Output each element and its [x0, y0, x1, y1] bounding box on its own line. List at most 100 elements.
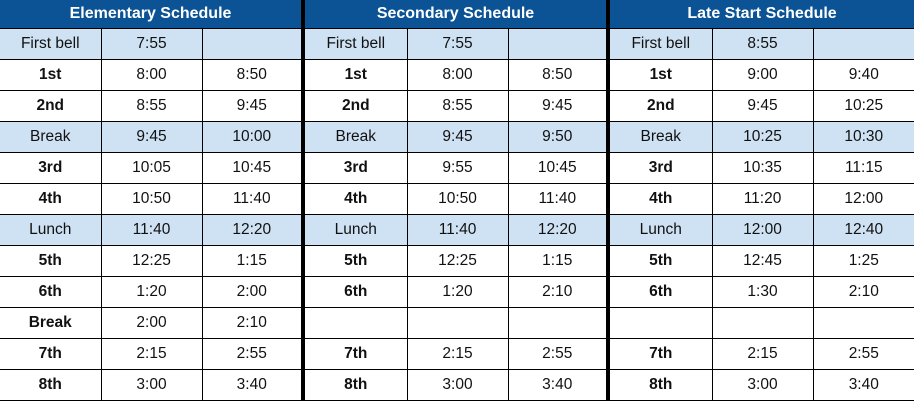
elementary-period-label: Break — [0, 307, 102, 339]
elementary-period-label: 2nd — [0, 90, 102, 122]
late-start-period-label: 3rd — [606, 152, 713, 184]
secondary-end-time: 2:10 — [507, 276, 609, 308]
secondary-period-label: 6th — [301, 276, 408, 308]
schedule-row: Break 2:00 2:10 — [0, 307, 914, 339]
elementary-end-time: 11:40 — [201, 183, 304, 215]
late-start-end-time: 2:55 — [812, 338, 914, 370]
secondary-end-time: 8:50 — [507, 59, 609, 91]
late-start-end-time: 1:25 — [812, 245, 914, 277]
elementary-start-time: 2:15 — [100, 338, 203, 370]
secondary-period-label: First bell — [301, 28, 408, 60]
schedule-row: Break 9:45 10:00 Break 9:45 9:50 Break 10:25 10:… — [0, 121, 914, 153]
elementary-start-time: 1:20 — [100, 276, 203, 308]
elementary-end-time: 1:15 — [201, 245, 304, 277]
late-start-period-label: 1st — [606, 59, 713, 91]
elementary-end-time: 2:10 — [201, 307, 304, 339]
elementary-end-time: 12:20 — [201, 214, 304, 246]
late-start-end-time — [812, 28, 914, 60]
schedule-row: 3rd 10:05 10:45 3rd 9:55 10:45 3rd 10:35 11:15 — [0, 152, 914, 184]
late-start-period-label: 7th — [606, 338, 713, 370]
secondary-start-time: 7:55 — [406, 28, 509, 60]
secondary-start-time: 1:20 — [406, 276, 509, 308]
secondary-period-label: Break — [301, 121, 408, 153]
secondary-end-time: 9:50 — [507, 121, 609, 153]
late-start-period-label: Break — [606, 121, 713, 153]
late-start-end-time: 2:10 — [812, 276, 914, 308]
secondary-period-label: 1st — [301, 59, 408, 91]
elementary-start-time: 2:00 — [100, 307, 203, 339]
secondary-end-time — [507, 307, 609, 339]
elementary-period-label: 3rd — [0, 152, 102, 184]
secondary-period-label: 3rd — [301, 152, 408, 184]
secondary-start-time: 12:25 — [406, 245, 509, 277]
late-start-start-time: 12:00 — [711, 214, 814, 246]
late-start-period-label: 4th — [606, 183, 713, 215]
late-start-period-label: 8th — [606, 369, 713, 401]
elementary-start-time: 3:00 — [100, 369, 203, 401]
header-row: Elementary Schedule Secondary Schedule L… — [0, 0, 914, 29]
secondary-period-label: 4th — [301, 183, 408, 215]
elementary-period-label: 7th — [0, 338, 102, 370]
secondary-period-label — [301, 307, 408, 339]
elementary-end-time: 3:40 — [201, 369, 304, 401]
late-start-period-label: 6th — [606, 276, 713, 308]
late-start-start-time: 9:00 — [711, 59, 814, 91]
late-start-end-time: 10:30 — [812, 121, 914, 153]
secondary-schedule-title: Secondary Schedule — [301, 0, 609, 29]
late-start-end-time: 11:15 — [812, 152, 914, 184]
elementary-start-time: 11:40 — [100, 214, 203, 246]
secondary-start-time: 9:45 — [406, 121, 509, 153]
elementary-start-time: 10:05 — [100, 152, 203, 184]
schedule-row: 2nd 8:55 9:45 2nd 8:55 9:45 2nd 9:45 10:25 — [0, 90, 914, 122]
secondary-end-time: 2:55 — [507, 338, 609, 370]
late-start-period-label — [606, 307, 713, 339]
schedule-row: 4th 10:50 11:40 4th 10:50 11:40 4th 11:20 12:00 — [0, 183, 914, 215]
secondary-start-time: 11:40 — [406, 214, 509, 246]
elementary-period-label: 5th — [0, 245, 102, 277]
elementary-start-time: 10:50 — [100, 183, 203, 215]
elementary-end-time: 10:00 — [201, 121, 304, 153]
secondary-end-time: 9:45 — [507, 90, 609, 122]
late-start-start-time: 2:15 — [711, 338, 814, 370]
secondary-end-time: 10:45 — [507, 152, 609, 184]
elementary-end-time — [201, 28, 304, 60]
late-start-start-time — [711, 307, 814, 339]
elementary-schedule-title: Elementary Schedule — [0, 0, 304, 29]
secondary-start-time: 2:15 — [406, 338, 509, 370]
elementary-end-time: 2:55 — [201, 338, 304, 370]
late-start-end-time: 10:25 — [812, 90, 914, 122]
secondary-start-time: 3:00 — [406, 369, 509, 401]
late-start-start-time: 3:00 — [711, 369, 814, 401]
elementary-period-label: Break — [0, 121, 102, 153]
late-start-period-label: First bell — [606, 28, 713, 60]
secondary-period-label: 5th — [301, 245, 408, 277]
late-start-start-time: 1:30 — [711, 276, 814, 308]
late-start-end-time: 3:40 — [812, 369, 914, 401]
late-start-start-time: 12:45 — [711, 245, 814, 277]
secondary-start-time — [406, 307, 509, 339]
late-start-start-time: 8:55 — [711, 28, 814, 60]
secondary-end-time: 12:20 — [507, 214, 609, 246]
late-start-start-time: 11:20 — [711, 183, 814, 215]
secondary-end-time: 3:40 — [507, 369, 609, 401]
elementary-end-time: 10:45 — [201, 152, 304, 184]
secondary-start-time: 8:55 — [406, 90, 509, 122]
late-start-end-time: 12:00 — [812, 183, 914, 215]
elementary-period-label: 6th — [0, 276, 102, 308]
elementary-period-label: 8th — [0, 369, 102, 401]
schedule-row: 6th 1:20 2:00 6th 1:20 2:10 6th 1:30 2:10 — [0, 276, 914, 308]
secondary-end-time: 11:40 — [507, 183, 609, 215]
elementary-period-label: 4th — [0, 183, 102, 215]
late-start-period-label: 5th — [606, 245, 713, 277]
secondary-period-label: 2nd — [301, 90, 408, 122]
elementary-end-time: 9:45 — [201, 90, 304, 122]
schedule-row: Lunch 11:40 12:20 Lunch 11:40 12:20 Lunch 12:00… — [0, 214, 914, 246]
elementary-end-time: 2:00 — [201, 276, 304, 308]
secondary-start-time: 9:55 — [406, 152, 509, 184]
late-start-start-time: 9:45 — [711, 90, 814, 122]
elementary-period-label: 1st — [0, 59, 102, 91]
elementary-end-time: 8:50 — [201, 59, 304, 91]
schedule-row: 1st 8:00 8:50 1st 8:00 8:50 1st 9:00 9:40 — [0, 59, 914, 91]
secondary-end-time: 1:15 — [507, 245, 609, 277]
